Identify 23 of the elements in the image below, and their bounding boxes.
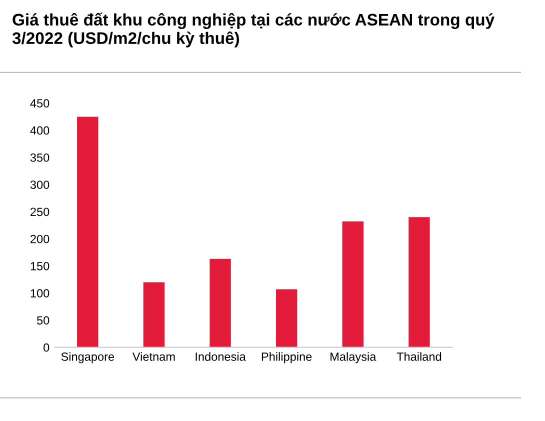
y-tick-label: 300 bbox=[30, 180, 50, 189]
bar bbox=[210, 258, 231, 348]
bar bbox=[143, 282, 165, 348]
x-tick-label: Singapore bbox=[61, 352, 114, 364]
bar bbox=[342, 221, 364, 348]
y-tick-label: 50 bbox=[36, 316, 50, 325]
y-tick-label: 100 bbox=[30, 289, 50, 298]
y-tick-label: 350 bbox=[30, 153, 50, 162]
x-tick-label: Philippine bbox=[262, 352, 312, 364]
x-tick-label: Thailand bbox=[396, 352, 442, 361]
x-tick-label: Indonesia bbox=[196, 352, 246, 361]
y-tick-label: 250 bbox=[30, 208, 50, 216]
bar bbox=[276, 289, 298, 348]
x-tick-label: Vietnam bbox=[132, 352, 175, 361]
y-tick-label: 150 bbox=[30, 262, 50, 270]
y-tick-label: 200 bbox=[30, 234, 50, 244]
y-tick-label: 0 bbox=[44, 343, 50, 352]
chart-title: Giá thuê đất khu công nghiệp tại các nước ASEAN trong quý 3/2022 (USD/m2/chu kỳ thuê) bbox=[12, 12, 494, 48]
y-tick-label: 400 bbox=[30, 126, 50, 135]
bar bbox=[408, 217, 430, 348]
bar bbox=[77, 116, 98, 348]
y-tick-label: 450 bbox=[30, 99, 50, 108]
x-tick-label: Malaysia bbox=[330, 352, 376, 364]
